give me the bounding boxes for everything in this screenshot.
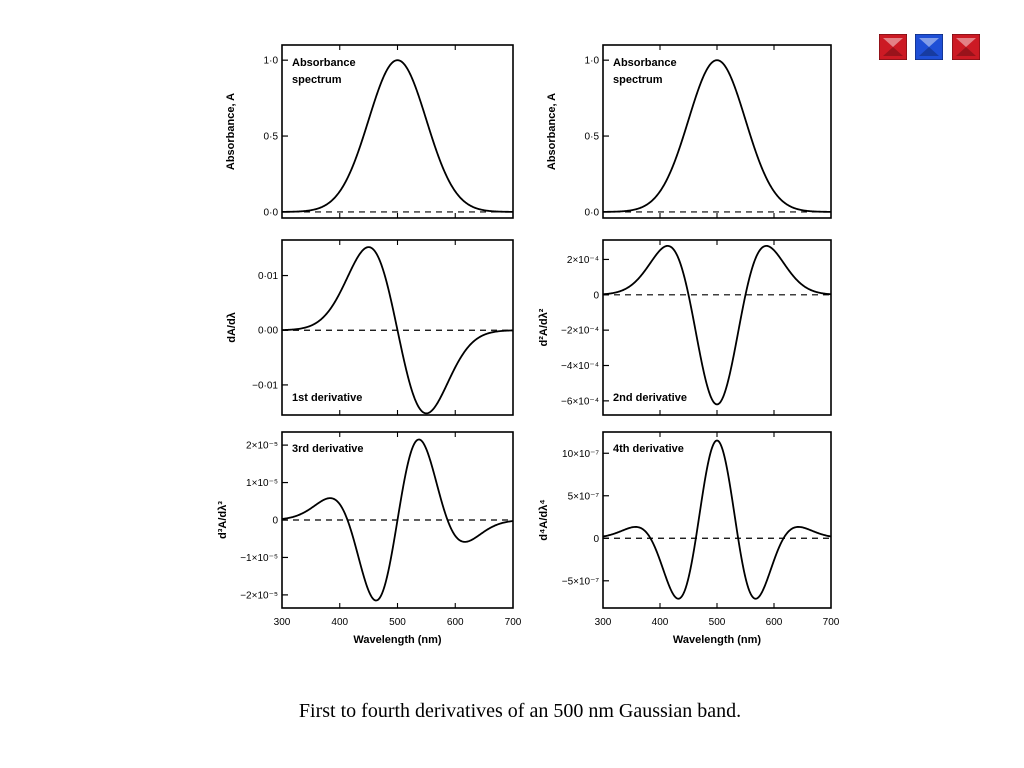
- y-tick-label: 2×10⁻⁵: [246, 441, 278, 452]
- x-tick-label: 500: [389, 617, 406, 628]
- y-tick-label: −1×10⁻⁵: [240, 553, 278, 564]
- y-axis-label: d⁴A/dλ⁴: [538, 499, 550, 540]
- y-tick-label: 2×10⁻⁴: [567, 255, 599, 266]
- x-tick-label: 500: [709, 617, 726, 628]
- y-tick-label: 0·01: [258, 271, 278, 282]
- y-tick-label: −4×10⁻⁴: [561, 361, 599, 372]
- plot-frame: [281, 44, 514, 219]
- plot-frame: [602, 239, 832, 416]
- chart-panel-c0: 2×10⁻⁵ 1×10⁻⁵ 0 −1×10⁻⁵ −2×10⁻⁵ 300 400 500 600 7…: [217, 431, 522, 646]
- panel-title: Absorbance: [292, 57, 356, 69]
- y-tick-label: 0: [593, 534, 599, 545]
- nav-next-button[interactable]: [952, 34, 980, 60]
- series-line: [602, 244, 832, 406]
- x-tick-label: 700: [505, 617, 522, 628]
- series-line: [281, 246, 514, 415]
- series-line: [281, 59, 514, 213]
- y-tick-label: 0·00: [258, 326, 278, 337]
- x-tick-label: 700: [823, 617, 840, 628]
- y-tick-label: 0: [272, 516, 278, 527]
- series-line: [281, 438, 514, 602]
- y-tick-label: 10×10⁻⁷: [562, 449, 599, 460]
- x-tick-label: 400: [331, 617, 348, 628]
- chart-panel-b1: 2×10⁻⁴ 0 −2×10⁻⁴ −4×10⁻⁴ −6×10⁻⁴ d²A/dλ² 2nd d…: [538, 239, 832, 416]
- y-axis-label: dA/dλ: [226, 312, 238, 343]
- arrow-forward-icon: [952, 34, 980, 60]
- y-tick-label: −0·01: [252, 380, 278, 391]
- y-tick-label: 1·0: [264, 56, 279, 67]
- chart-panel-c1: 10×10⁻⁷ 5×10⁻⁷ 0 −5×10⁻⁷ 300 400 500 600 700 Wave…: [538, 431, 840, 646]
- arrow-up-icon: [915, 34, 943, 60]
- y-tick-label: 0·0: [264, 207, 279, 218]
- panel-title: 2nd derivative: [613, 392, 687, 404]
- y-tick-label: −5×10⁻⁷: [562, 576, 600, 587]
- figure-caption: First to fourth derivatives of an 500 nm…: [298, 700, 742, 722]
- y-axis-label: d²A/dλ²: [538, 308, 550, 346]
- y-tick-label: 0·5: [585, 132, 600, 143]
- x-tick-label: 600: [447, 617, 464, 628]
- chart-panel-a1: 0·0 0·5 1·0 Absorbance, A Absorbance spectrum: [546, 44, 832, 219]
- nav-previous-button[interactable]: [879, 34, 907, 60]
- panel-title: 3rd derivative: [292, 443, 364, 455]
- chart-panel-b0: 0·01 0·00 −0·01 dA/dλ 1st derivative: [226, 239, 514, 416]
- y-axis-label: d³A/dλ³: [217, 501, 229, 539]
- x-tick-label: 300: [274, 617, 291, 628]
- x-tick-label: 600: [766, 617, 783, 628]
- y-tick-label: 1×10⁻⁵: [246, 478, 278, 489]
- y-tick-label: 1·0: [585, 56, 600, 67]
- y-axis-label: Absorbance, A: [546, 93, 558, 170]
- x-tick-label: 400: [652, 617, 669, 628]
- plot-frame: [602, 44, 832, 219]
- series-line: [602, 439, 832, 600]
- y-tick-label: −2×10⁻⁵: [240, 590, 278, 601]
- panel-title: 1st derivative: [292, 392, 362, 404]
- panel-title: 4th derivative: [613, 443, 684, 455]
- panel-title: Absorbance: [613, 57, 677, 69]
- y-axis-label: Absorbance, A: [225, 93, 237, 170]
- y-tick-label: 5×10⁻⁷: [568, 491, 600, 502]
- panel-title-line2: spectrum: [613, 74, 663, 86]
- y-tick-label: 0: [593, 290, 599, 301]
- nav-home-button[interactable]: [915, 34, 943, 60]
- x-axis-label: Wavelength (nm): [353, 634, 442, 646]
- panel-title-line2: spectrum: [292, 74, 342, 86]
- x-axis-label: Wavelength (nm): [673, 634, 762, 646]
- x-tick-label: 300: [595, 617, 612, 628]
- y-tick-label: 0·5: [264, 132, 279, 143]
- y-tick-label: 0·0: [585, 207, 600, 218]
- series-line: [602, 59, 832, 213]
- plot-frame: [602, 431, 832, 609]
- y-tick-label: −2×10⁻⁴: [561, 326, 599, 337]
- y-tick-label: −6×10⁻⁴: [561, 396, 599, 407]
- chart-panel-a0: 0·0 0·5 1·0 Absorbance, A Absorbance spectrum: [225, 44, 514, 219]
- arrow-back-icon: [879, 34, 907, 60]
